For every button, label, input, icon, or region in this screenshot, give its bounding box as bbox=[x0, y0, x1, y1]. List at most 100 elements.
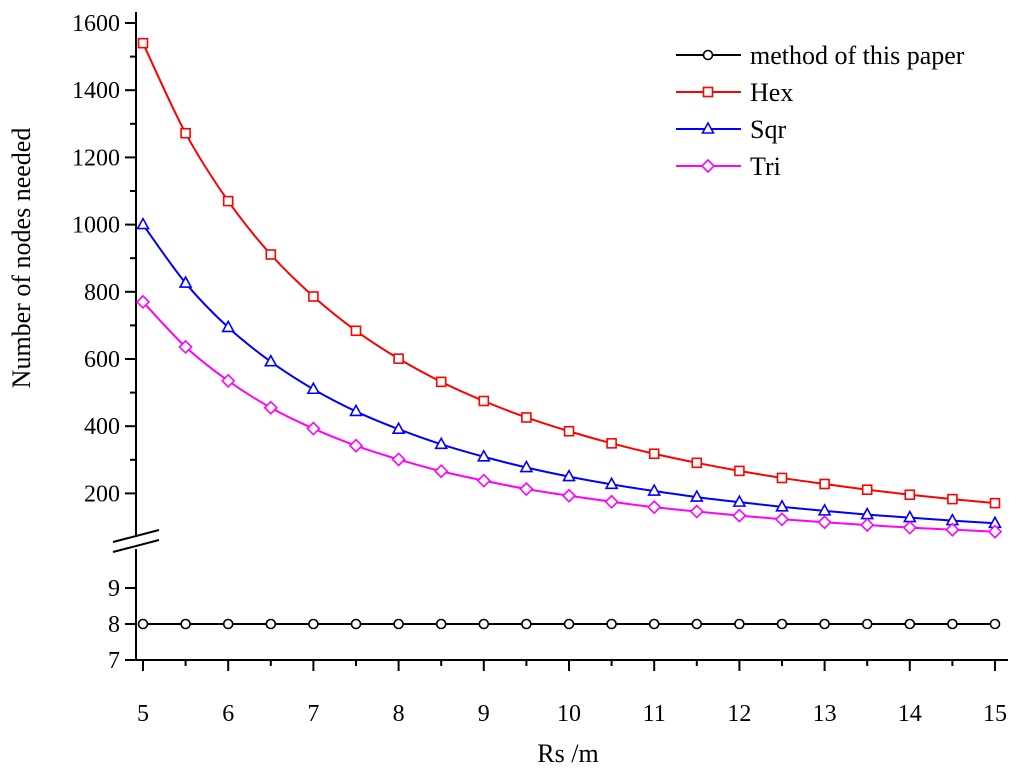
data-point-hex bbox=[947, 493, 958, 505]
legend-marker-sqr bbox=[701, 121, 715, 134]
axes: 200 400 600 800 1000 1200 1400 1600 7 8 9 5 6 7 8 9 10 11… bbox=[72, 11, 1008, 727]
data-point-sqr bbox=[178, 275, 193, 288]
y-axis-title: Number of nodes needed bbox=[7, 128, 36, 389]
y-tick-label: 800 bbox=[84, 280, 120, 306]
axis-break-mark bbox=[112, 539, 160, 553]
data-point-method-of-this-paper bbox=[137, 618, 149, 630]
data-point-tri bbox=[860, 517, 875, 533]
data-point-method-of-this-paper bbox=[521, 618, 532, 630]
data-point-method-of-this-paper bbox=[563, 618, 575, 630]
y-tick-label: 1600 bbox=[72, 11, 120, 37]
data-point-tri bbox=[774, 512, 790, 527]
data-point-tri bbox=[135, 294, 151, 310]
x-tick-label: 13 bbox=[813, 701, 837, 727]
legend-marker-hex bbox=[702, 86, 714, 98]
data-point-hex bbox=[350, 325, 362, 337]
data-point-method-of-this-paper bbox=[606, 618, 617, 630]
series-sqr bbox=[136, 216, 1002, 529]
legend-marker-method-of-this-paper bbox=[702, 49, 714, 61]
data-point-method-of-this-paper bbox=[947, 618, 958, 630]
data-point-tri bbox=[987, 524, 1003, 539]
data-point-sqr bbox=[519, 459, 534, 473]
data-point-tri bbox=[902, 520, 917, 535]
data-point-tri bbox=[306, 421, 321, 436]
x-tick-label: 12 bbox=[727, 701, 751, 727]
data-point-hex bbox=[435, 376, 447, 388]
data-point-method-of-this-paper bbox=[478, 618, 490, 630]
data-point-method-of-this-paper bbox=[435, 618, 447, 630]
axis-break-mark bbox=[112, 529, 160, 543]
data-point-method-of-this-paper bbox=[393, 618, 404, 630]
data-point-method-of-this-paper bbox=[819, 618, 830, 630]
data-point-tri bbox=[519, 481, 534, 497]
data-point-tri bbox=[689, 504, 704, 519]
data-point-method-of-this-paper bbox=[180, 618, 191, 630]
x-tick-label: 14 bbox=[898, 701, 922, 727]
legend-item-sqr: Sqr bbox=[676, 115, 786, 144]
series-method-of-this-paper bbox=[137, 618, 1001, 630]
data-point-method-of-this-paper bbox=[989, 618, 1001, 630]
legend-item-hex: Hex bbox=[676, 78, 793, 107]
data-point-method-of-this-paper bbox=[776, 618, 788, 630]
legend-marker-tri bbox=[700, 158, 716, 174]
data-point-sqr bbox=[434, 436, 449, 450]
data-point-sqr bbox=[775, 499, 789, 512]
data-point-tri bbox=[561, 488, 577, 503]
data-point-sqr bbox=[349, 403, 363, 417]
legend-label-method-of-this-paper: method of this paper bbox=[750, 41, 965, 70]
x-tick-label: 9 bbox=[478, 701, 490, 727]
legend: method of this paper Hex Sqr Tri bbox=[676, 41, 965, 181]
x-tick-label: 11 bbox=[643, 701, 666, 727]
data-point-tri bbox=[732, 508, 747, 523]
data-point-method-of-this-paper bbox=[222, 618, 234, 630]
data-point-hex bbox=[393, 353, 404, 364]
data-point-method-of-this-paper bbox=[691, 618, 703, 630]
data-point-hex bbox=[648, 448, 660, 460]
data-point-sqr bbox=[263, 354, 278, 367]
y-tick-label: 400 bbox=[84, 414, 120, 440]
series-hex bbox=[137, 37, 1001, 509]
data-point-sqr bbox=[689, 489, 704, 502]
data-point-tri bbox=[604, 494, 619, 509]
data-point-tri bbox=[348, 438, 364, 453]
data-point-hex bbox=[606, 438, 617, 449]
data-point-sqr bbox=[817, 503, 832, 516]
y-tick-label: 1400 bbox=[72, 78, 120, 104]
data-point-tri bbox=[647, 500, 662, 515]
data-point-sqr bbox=[562, 468, 576, 482]
y-tick-label: 200 bbox=[84, 481, 120, 507]
data-point-sqr bbox=[306, 381, 321, 395]
data-point-method-of-this-paper bbox=[265, 618, 277, 630]
x-tick-label: 15 bbox=[983, 701, 1007, 727]
data-point-sqr bbox=[604, 476, 619, 490]
data-point-method-of-this-paper bbox=[648, 618, 660, 630]
data-point-tri bbox=[221, 373, 236, 388]
data-point-hex bbox=[861, 484, 873, 496]
data-point-tri bbox=[434, 464, 449, 479]
legend-label-hex: Hex bbox=[750, 78, 793, 107]
y-tick-label: 8 bbox=[108, 612, 120, 638]
x-tick-label: 7 bbox=[307, 701, 319, 727]
data-point-method-of-this-paper bbox=[734, 618, 745, 630]
data-point-method-of-this-paper bbox=[350, 618, 362, 630]
data-point-tri bbox=[391, 452, 406, 467]
data-point-hex bbox=[691, 457, 703, 469]
y-tick-label: 7 bbox=[108, 648, 120, 674]
y-tick-label: 600 bbox=[84, 347, 120, 373]
data-point-tri bbox=[476, 473, 491, 488]
data-point-tri bbox=[945, 522, 960, 537]
data-point-hex bbox=[137, 37, 149, 49]
x-tick-label: 10 bbox=[557, 701, 581, 727]
data-point-hex bbox=[521, 412, 532, 423]
legend-item-method-of-this-paper: method of this paper bbox=[676, 41, 965, 70]
data-point-hex bbox=[180, 127, 191, 139]
legend-label-tri: Tri bbox=[750, 152, 781, 181]
data-point-sqr bbox=[732, 494, 747, 507]
data-point-hex bbox=[776, 472, 788, 484]
data-point-hex bbox=[478, 395, 490, 407]
data-point-sqr bbox=[221, 319, 236, 333]
y-tick-label: 1200 bbox=[72, 145, 120, 171]
legend-item-tri: Tri bbox=[676, 152, 781, 181]
data-point-hex bbox=[904, 489, 916, 501]
